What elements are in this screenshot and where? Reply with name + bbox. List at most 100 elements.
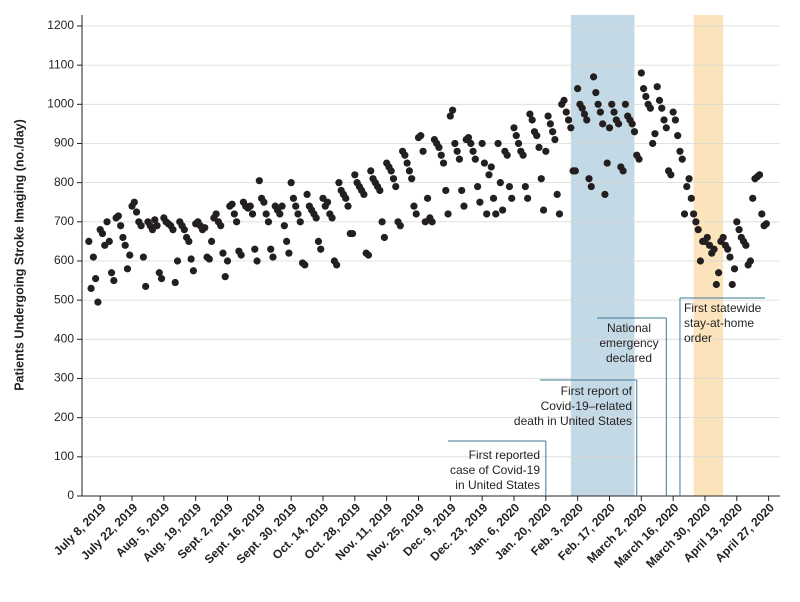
data-point <box>603 159 611 167</box>
annotation-text: declared <box>606 351 652 365</box>
data-point <box>92 275 100 283</box>
data-point <box>212 210 220 218</box>
data-point <box>710 245 718 253</box>
data-point <box>712 280 720 289</box>
data-point <box>314 237 323 245</box>
data-point <box>594 100 602 108</box>
data-point <box>690 210 698 218</box>
data-point <box>344 202 352 210</box>
data-point <box>110 276 118 285</box>
data-point <box>119 233 127 242</box>
data-point <box>494 139 502 148</box>
data-point <box>246 202 254 210</box>
data-point <box>492 210 500 218</box>
data-point <box>646 104 655 112</box>
data-point <box>171 278 179 287</box>
data-point <box>519 151 527 159</box>
data-point <box>296 218 304 226</box>
y-tick-label: 1200 <box>47 18 74 32</box>
y-axis-title: Patients Undergoing Stroke Imaging (no./… <box>12 119 26 391</box>
data-point <box>408 175 416 183</box>
data-point <box>549 128 557 136</box>
y-tick-label: 900 <box>54 136 74 150</box>
data-point <box>228 200 236 208</box>
data-point <box>608 100 616 108</box>
annotation-text: Covid-19–related <box>541 399 632 413</box>
data-point <box>255 177 263 185</box>
annotation-text: stay-at-home <box>684 316 754 330</box>
data-point <box>726 253 734 261</box>
data-point <box>435 143 443 151</box>
data-point <box>685 175 693 183</box>
y-tick-label: 100 <box>54 449 74 463</box>
data-point <box>524 194 532 202</box>
data-point <box>389 175 398 183</box>
data-point <box>260 198 268 206</box>
data-point <box>105 237 113 245</box>
data-point <box>142 282 150 291</box>
data-point <box>323 198 332 206</box>
data-point <box>396 222 404 230</box>
data-point <box>715 269 723 277</box>
data-point <box>453 147 461 155</box>
data-point <box>317 245 325 253</box>
data-point <box>221 273 229 281</box>
data-point <box>630 128 639 136</box>
data-point <box>412 210 420 218</box>
data-point <box>130 198 138 206</box>
data-point <box>233 218 241 226</box>
data-point <box>87 284 95 293</box>
shaded-region <box>693 15 724 496</box>
data-point <box>676 147 684 155</box>
data-point <box>514 139 523 148</box>
data-point <box>455 155 464 163</box>
data-point <box>562 108 570 116</box>
data-point <box>651 130 659 138</box>
data-point <box>219 249 227 257</box>
data-point <box>614 120 623 128</box>
shaded-region <box>570 15 635 496</box>
data-point <box>671 116 680 124</box>
data-point <box>417 132 425 140</box>
data-point <box>157 275 166 283</box>
data-point <box>660 116 668 124</box>
data-point <box>680 210 689 218</box>
data-point <box>446 112 454 120</box>
data-point <box>205 255 213 263</box>
data-point <box>458 186 466 195</box>
data-point <box>423 194 432 202</box>
y-tick-label: 700 <box>54 214 74 228</box>
data-point <box>98 229 107 238</box>
data-point <box>360 190 368 198</box>
y-tick-label: 1000 <box>47 96 74 110</box>
data-point <box>599 120 607 128</box>
data-point <box>674 132 682 140</box>
data-point <box>126 251 134 259</box>
data-point <box>464 134 473 142</box>
data-point <box>485 171 493 179</box>
data-point <box>287 179 295 187</box>
data-point <box>555 210 564 218</box>
data-point <box>230 210 238 218</box>
data-point <box>251 245 259 253</box>
data-point <box>351 171 359 179</box>
data-point <box>342 194 350 202</box>
data-point <box>294 210 302 218</box>
data-point <box>348 229 357 238</box>
data-point <box>749 194 757 202</box>
y-tick-label: 400 <box>54 331 74 345</box>
data-point <box>123 265 132 273</box>
data-point <box>155 269 163 277</box>
data-point <box>480 159 489 167</box>
data-point <box>553 190 561 198</box>
data-point <box>173 257 182 265</box>
data-point <box>303 190 311 198</box>
data-point <box>619 167 627 175</box>
data-point <box>439 159 448 167</box>
data-point <box>448 106 457 114</box>
data-point <box>694 226 702 234</box>
y-tick-label: 600 <box>54 253 74 267</box>
data-point <box>683 182 691 191</box>
data-point <box>237 251 245 259</box>
